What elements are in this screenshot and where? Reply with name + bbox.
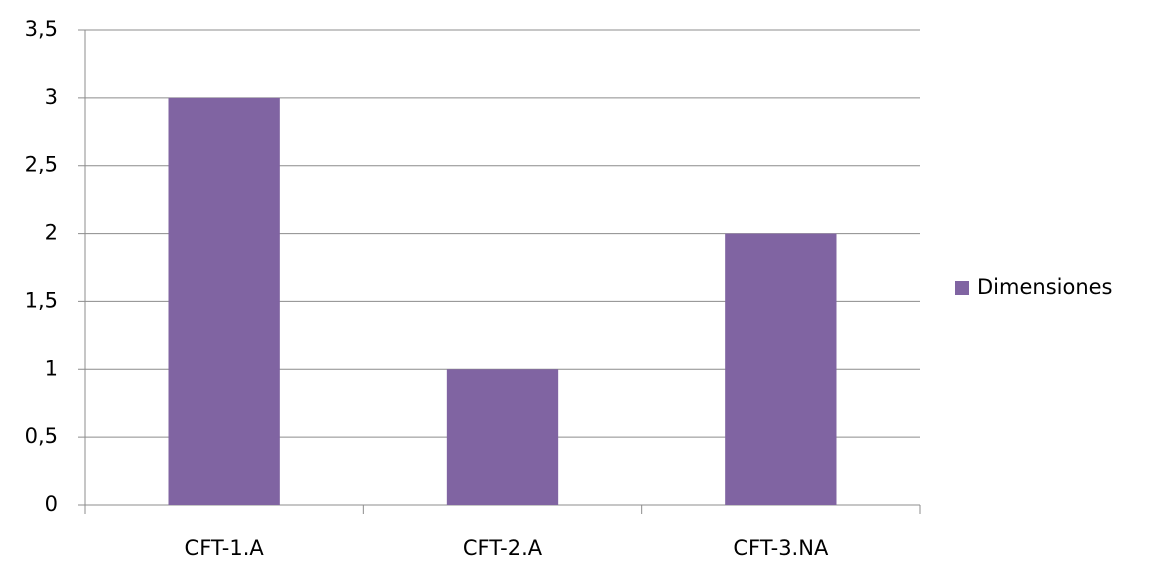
y-tick-label: 3,5 [25,17,58,41]
bar [725,233,837,506]
bar [168,97,280,505]
y-tick-label: 2,5 [25,153,58,177]
y-tick-label: 0,5 [25,424,58,448]
x-tick-label: CFT-2.A [463,536,543,560]
x-tick-label: CFT-1.A [185,536,265,560]
x-tick-label: CFT-3.NA [733,536,829,560]
bar [446,369,559,505]
y-tick-label: 3 [45,85,58,109]
y-tick-label: 0 [45,492,58,516]
y-tick-label: 1,5 [25,288,58,312]
legend-label: Dimensiones [977,275,1113,299]
legend-swatch [955,281,969,295]
y-tick-label: 1 [45,356,58,380]
y-tick-label: 2 [45,221,58,245]
